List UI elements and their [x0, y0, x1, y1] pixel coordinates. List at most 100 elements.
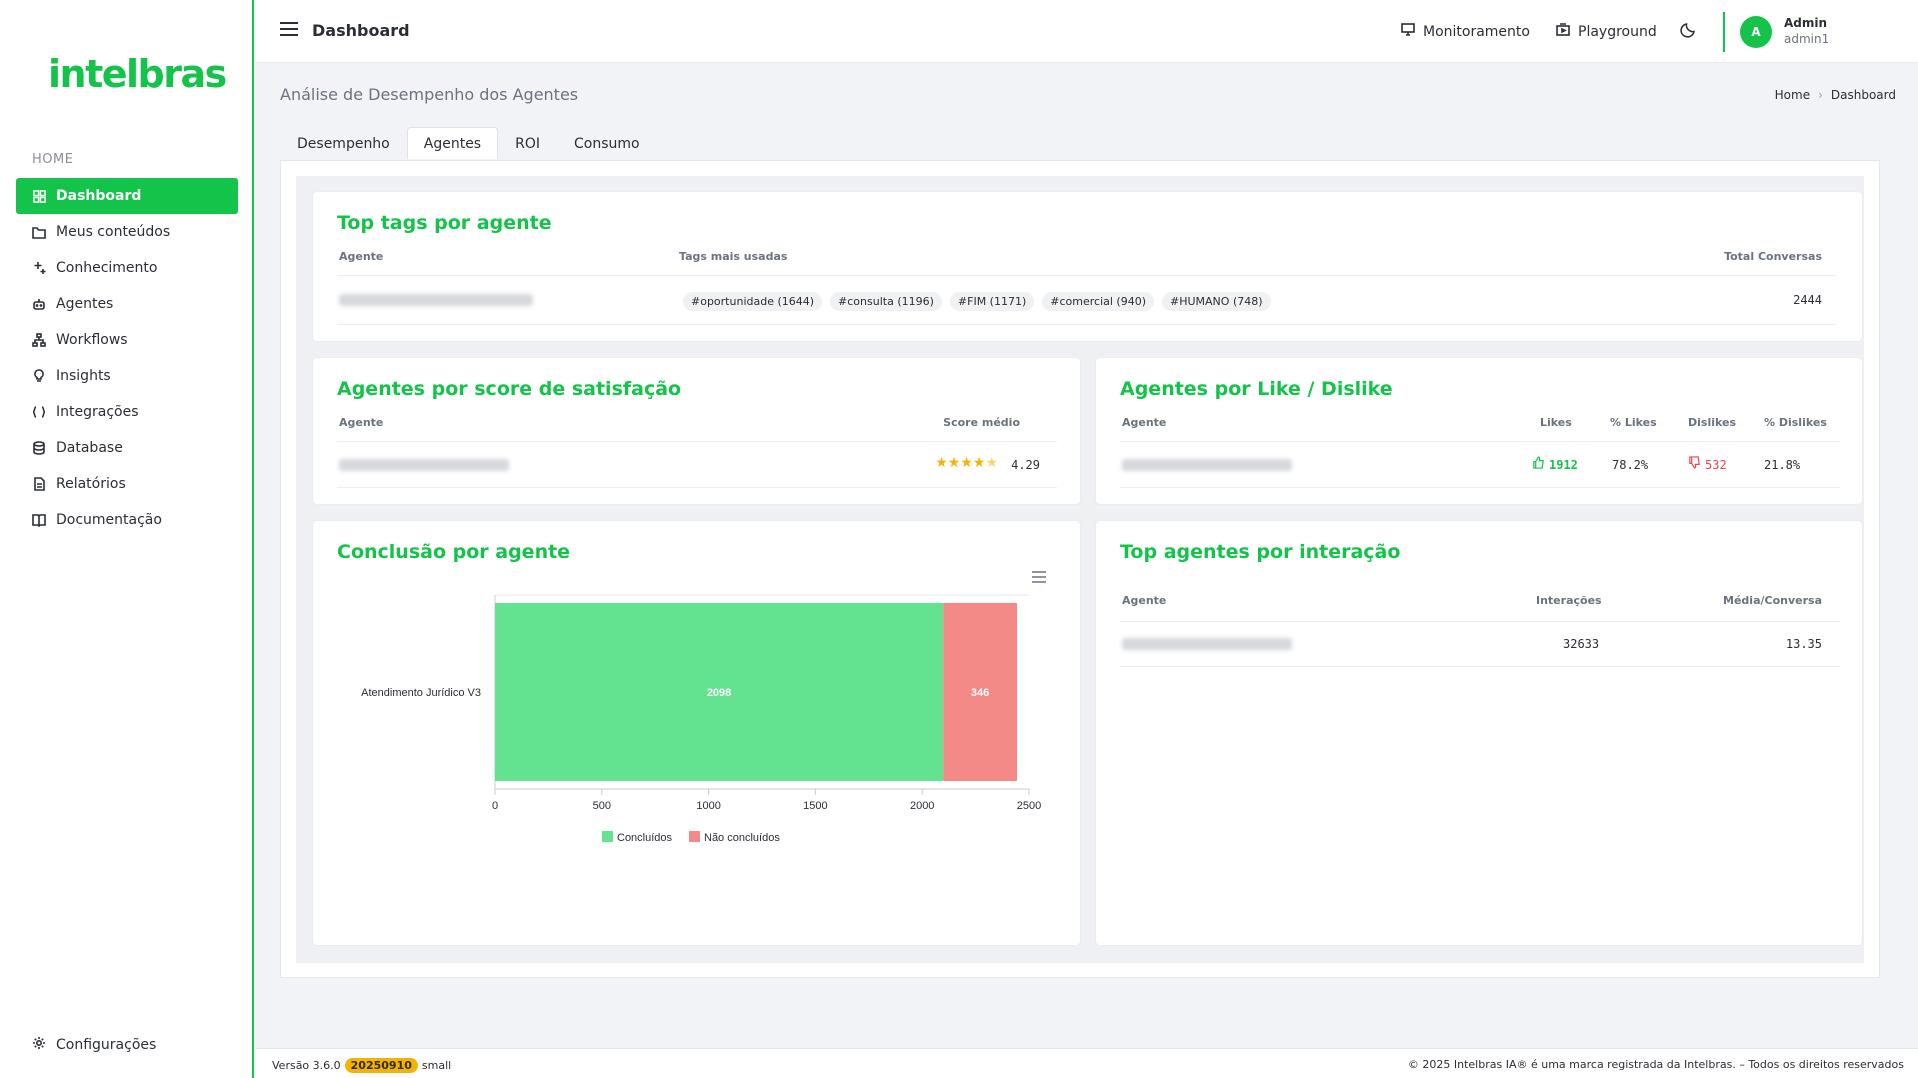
row-divider	[1120, 666, 1840, 667]
star-icon: ★	[947, 455, 961, 471]
column-header-agent: Agente	[339, 416, 384, 429]
tag-list: #oportunidade (1644) #consulta (1196) #F…	[683, 292, 1279, 311]
x-tick-label: 1500	[803, 800, 827, 812]
settings-link[interactable]: Configurações	[32, 1036, 156, 1054]
top-tags-card: Top tags por agente Agente Tags mais usa…	[313, 192, 1862, 341]
tag-chip: #HUMANO (748)	[1162, 292, 1271, 311]
x-tick-label: 2500	[1017, 800, 1041, 812]
column-header-pct-dislikes: % Dislikes	[1764, 416, 1827, 429]
legend-label: Não concluídos	[704, 832, 780, 844]
sidebar-item-agentes[interactable]: Agentes	[16, 286, 238, 322]
star-icon: ★	[935, 455, 948, 471]
half-star-icon: ★	[985, 455, 998, 471]
satisfaction-card: Agentes por score de satisfação Agente S…	[313, 358, 1080, 504]
tab-bar: Desempenho Agentes ROI Consumo	[280, 127, 657, 159]
chart-menu-icon[interactable]	[1031, 571, 1047, 587]
thumbs-up-icon	[1532, 456, 1545, 473]
dislikes-cell: 532	[1688, 456, 1727, 473]
page-title: Análise de Desempenho dos Agentes	[280, 85, 579, 104]
row-divider	[1120, 441, 1840, 442]
chevron-right-icon: ›	[1818, 88, 1823, 102]
sidebar-item-label: Integrações	[56, 404, 139, 420]
dislikes-value: 532	[1705, 457, 1727, 472]
conclusion-card: Conclusão por agente 0 500 1000 1500 2000 250…	[313, 521, 1080, 945]
x-tick-label: 2000	[910, 800, 934, 812]
tab-agentes[interactable]: Agentes	[406, 127, 499, 159]
row-divider	[337, 275, 1837, 276]
tab-roi[interactable]: ROI	[515, 135, 540, 152]
grid-icon	[32, 189, 46, 203]
agent-name-redacted	[1122, 638, 1292, 650]
tab-desempenho[interactable]: Desempenho	[297, 135, 390, 152]
monitoramento-link[interactable]: Monitoramento	[1401, 23, 1530, 40]
card-title: Agentes por score de satisfação	[337, 378, 682, 400]
agent-name-redacted	[339, 459, 509, 471]
row-divider	[337, 441, 1057, 442]
column-header-agent: Agente	[1122, 416, 1167, 429]
x-tick-label: 1000	[696, 800, 720, 812]
sidebar-item-label: Documentação	[56, 512, 162, 528]
gear-icon	[32, 1036, 56, 1054]
data-label: 2098	[707, 687, 731, 699]
agent-name-redacted	[1122, 459, 1292, 471]
column-header-interactions: Interações	[1536, 594, 1602, 607]
card-title: Top tags por agente	[337, 212, 552, 234]
flow-icon	[32, 333, 46, 347]
database-icon	[32, 441, 46, 455]
sidebar-item-insights[interactable]: Insights	[16, 358, 238, 394]
lightbulb-icon	[32, 369, 46, 383]
star-icon: ★	[972, 455, 986, 471]
sidebar-item-integracoes[interactable]: Integrações	[16, 394, 238, 430]
stacked-bar-chart: 0 500 1000 1500 2000 2500 Atendimento Jurídico…	[361, 594, 1041, 844]
playground-link[interactable]: Playground	[1556, 23, 1657, 40]
report-icon	[32, 477, 46, 491]
version-label: Versão 3.6.0	[272, 1059, 341, 1072]
footer: Versão 3.6.0 20250910 small © 2025 Intel…	[256, 1048, 1918, 1078]
sidebar-item-label: Dashboard	[56, 188, 142, 204]
sidebar-item-conhecimento[interactable]: Conhecimento	[16, 250, 238, 286]
sidebar-item-label: Workflows	[56, 332, 128, 348]
star-icon: ★	[960, 455, 973, 471]
user-name[interactable]: Admin	[1784, 16, 1828, 30]
dark-mode-toggle-icon[interactable]	[1680, 20, 1698, 42]
sidebar-item-label: Insights	[56, 368, 111, 384]
card-title: Conclusão por agente	[337, 541, 571, 563]
copyright: © 2025 Intelbras IA® é uma marca registr…	[1407, 1058, 1904, 1071]
data-label: 346	[971, 687, 989, 699]
sidebar-item-workflows[interactable]: Workflows	[16, 322, 238, 358]
sidebar-item-relatorios[interactable]: Relatórios	[16, 466, 238, 502]
sidebar-item-database[interactable]: Database	[16, 430, 238, 466]
robot-icon	[32, 297, 46, 311]
legend-swatch	[689, 831, 700, 842]
agent-name-redacted	[339, 294, 533, 306]
intelbras-logo[interactable]: intelbras	[48, 52, 227, 96]
book-icon	[32, 513, 46, 527]
breadcrumb-home[interactable]: Home	[1774, 88, 1811, 102]
pct-dislikes-value: 21.8%	[1764, 458, 1801, 472]
thumbs-down-icon	[1688, 456, 1701, 473]
folder-icon	[32, 225, 46, 239]
tag-chip: #FIM (1171)	[949, 292, 1035, 311]
category-label: Atendimento Jurídico V3	[361, 687, 481, 699]
settings-label: Configurações	[56, 1037, 157, 1053]
topbar-title: Dashboard	[312, 21, 410, 40]
avatar[interactable]: A	[1740, 16, 1772, 48]
column-header-dislikes: Dislikes	[1688, 416, 1737, 429]
nav-section-home: HOME	[32, 152, 74, 167]
column-header-agent: Agente	[1122, 594, 1167, 607]
topbar-divider	[1723, 12, 1725, 52]
column-header-total: Total Conversas	[1724, 250, 1822, 263]
breadcrumb: Home › Dashboard	[1775, 88, 1896, 102]
sidebar-item-documentacao[interactable]: Documentação	[16, 502, 238, 538]
playground-label: Playground	[1578, 23, 1657, 40]
hamburger-menu-icon[interactable]	[280, 22, 298, 38]
row-divider	[1120, 621, 1840, 622]
tab-consumo[interactable]: Consumo	[574, 135, 640, 152]
sidebar-item-dashboard[interactable]: Dashboard	[16, 178, 238, 214]
user-login: admin1	[1784, 32, 1830, 46]
interactions-value: 32633	[1563, 637, 1600, 651]
sidebar-item-meus-conteudos[interactable]: Meus conteúdos	[16, 214, 238, 250]
column-header-agent: Agente	[339, 250, 384, 263]
column-header-likes: Likes	[1540, 416, 1572, 429]
interaction-card: Top agentes por interação Agente Interaç…	[1096, 521, 1862, 945]
